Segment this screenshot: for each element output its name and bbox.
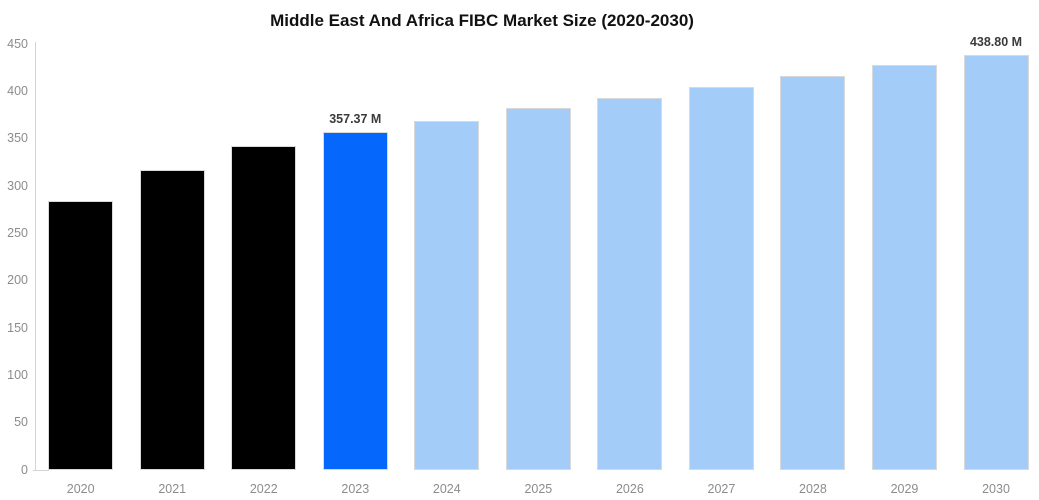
value-label-2023: 357.37 M [329, 111, 382, 126]
y-tick-label-350: 350 [7, 131, 28, 146]
y-axis-line [35, 42, 36, 471]
bar-2021 [139, 169, 205, 470]
x-tick-label-2021: 2021 [158, 482, 187, 496]
y-tick-label-400: 400 [7, 83, 28, 98]
bar-2025 [505, 108, 571, 470]
bar-2023 [322, 131, 388, 470]
bar-2020 [48, 201, 114, 470]
bar-2029 [871, 64, 937, 470]
value-label-2030: 438.80 M [969, 34, 1023, 49]
y-tick-label-200: 200 [7, 273, 28, 288]
x-tick-label-2020: 2020 [66, 482, 95, 496]
bar-2030 [963, 54, 1029, 470]
bar-2022 [231, 146, 297, 470]
bar-2024 [414, 120, 480, 470]
x-tick-label-2030: 2030 [982, 482, 1010, 496]
y-tick-label-250: 250 [7, 225, 28, 240]
x-tick-label-2026: 2026 [615, 482, 644, 496]
x-tick-label-2027: 2027 [707, 482, 736, 496]
x-axis-origin-tick [33, 470, 49, 471]
x-tick-label-2022: 2022 [249, 482, 278, 496]
y-tick-label-300: 300 [7, 178, 28, 193]
x-tick-label-2025: 2025 [524, 482, 553, 496]
y-tick-label-450: 450 [7, 36, 28, 51]
bar-2026 [597, 97, 663, 470]
bar-2027 [688, 86, 754, 470]
x-tick-label-2028: 2028 [799, 482, 827, 496]
x-tick-label-2024: 2024 [432, 482, 461, 496]
y-tick-label-50: 50 [14, 415, 28, 430]
y-tick-label-100: 100 [7, 367, 28, 382]
y-tick-label-150: 150 [7, 320, 28, 335]
chart-title: Middle East And Africa FIBC Market Size … [270, 11, 694, 30]
x-tick-label-2029: 2029 [890, 482, 919, 496]
x-tick-label-2023: 2023 [341, 482, 370, 496]
bar-2028 [780, 76, 846, 470]
y-tick-label-0: 0 [21, 462, 28, 477]
